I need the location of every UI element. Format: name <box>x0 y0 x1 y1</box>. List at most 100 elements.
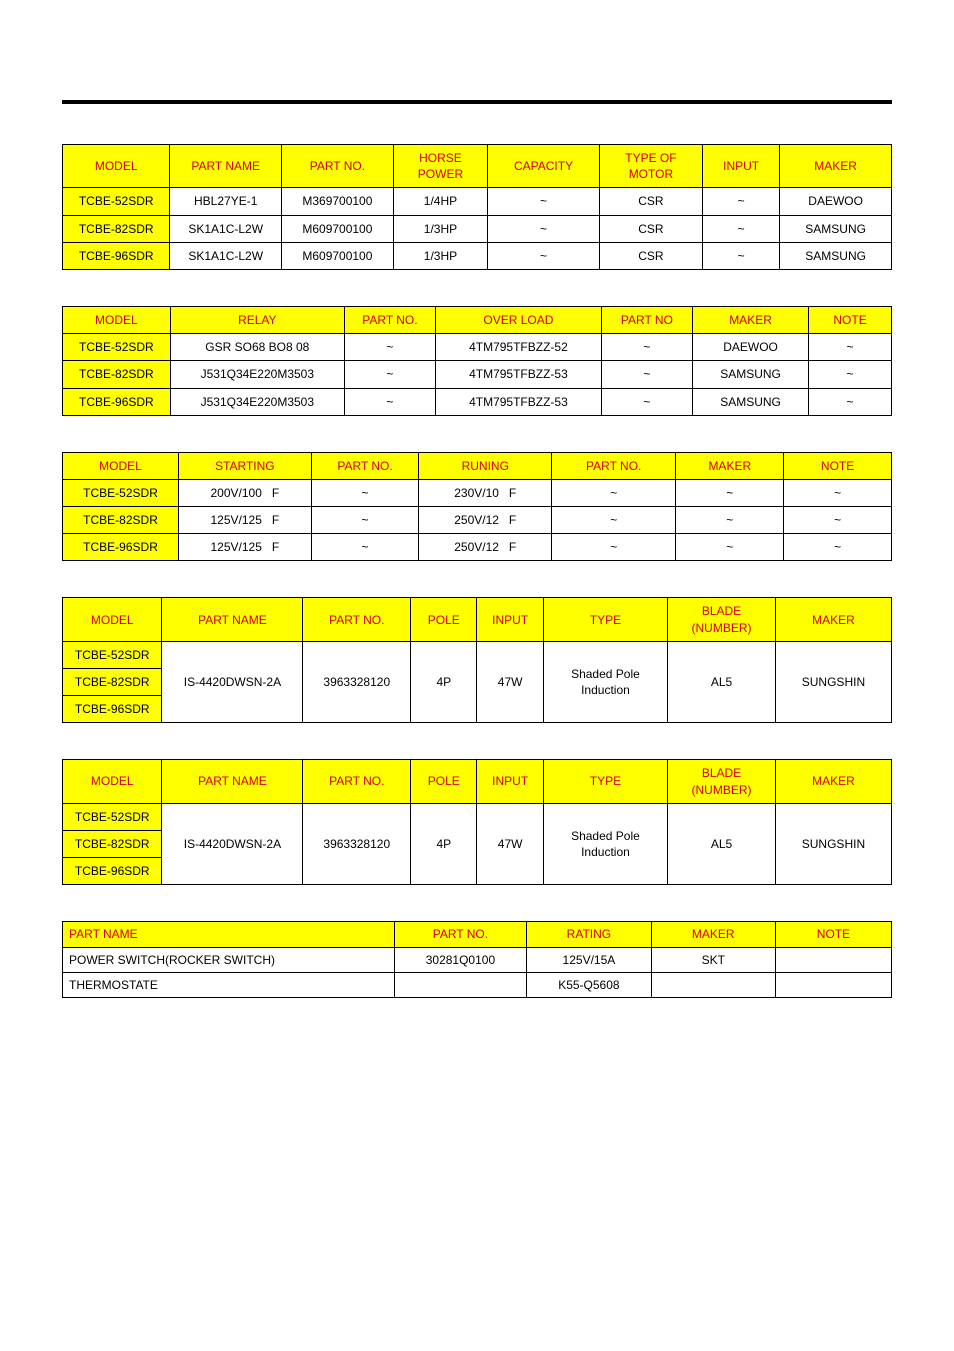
col-input: INPUT <box>477 760 543 803</box>
cell: ~ <box>702 215 779 242</box>
cell: SUNGSHIN <box>775 803 891 885</box>
table-1: MODEL PART NAME PART NO. HORSE POWER CAP… <box>62 144 892 270</box>
table-row: TCBE-52SDR IS-4420DWSN-2A 3963328120 4P … <box>63 641 892 668</box>
cell: 1/4HP <box>393 188 487 215</box>
col-capacity: CAPACITY <box>488 145 600 188</box>
col-pole: POLE <box>411 598 477 641</box>
cell-model: TCBE-82SDR <box>63 361 171 388</box>
cell: ~ <box>784 479 892 506</box>
col-part-no-2: PART NO <box>601 306 692 333</box>
table-row: TCBE-96SDR 125V/125 F ~ 250V/12 F ~ ~ ~ <box>63 534 892 561</box>
text: HORSE POWER <box>418 151 463 181</box>
text: TYPE OF MOTOR <box>625 151 676 181</box>
col-part-no-2: PART NO. <box>552 452 676 479</box>
cell: SAMSUNG <box>693 388 809 415</box>
col-runing: RUNING <box>419 452 552 479</box>
cell-model: TCBE-96SDR <box>63 534 179 561</box>
cell: HBL27YE-1 <box>170 188 282 215</box>
cell: M609700100 <box>282 242 394 269</box>
table-3: MODEL STARTING PART NO. RUNING PART NO. … <box>62 452 892 562</box>
text: Shaded Pole <box>571 667 640 681</box>
cell: 47W <box>477 641 543 723</box>
cell: 125V/125 F <box>179 534 312 561</box>
cell: SAMSUNG <box>780 215 892 242</box>
col-maker: MAKER <box>775 598 891 641</box>
cell: 4P <box>411 641 477 723</box>
text: BLADE (NUMBER) <box>692 604 752 634</box>
cell <box>651 972 775 997</box>
col-starting: STARTING <box>179 452 312 479</box>
cell: 200V/100 F <box>179 479 312 506</box>
col-type: TYPE <box>543 760 667 803</box>
cell: IS-4420DWSN-2A <box>162 641 303 723</box>
cell: SAMSUNG <box>693 361 809 388</box>
cell: ~ <box>552 507 676 534</box>
cell: ~ <box>784 534 892 561</box>
horizontal-rule <box>62 100 892 104</box>
cell: M609700100 <box>282 215 394 242</box>
cell-model: TCBE-96SDR <box>63 696 162 723</box>
cell: ~ <box>601 334 692 361</box>
cell: POWER SWITCH(ROCKER SWITCH) <box>63 947 395 972</box>
text: Induction <box>581 845 630 859</box>
col-part-name: PART NAME <box>162 760 303 803</box>
table-row: TCBE-52SDR 200V/100 F ~ 230V/10 F ~ ~ ~ <box>63 479 892 506</box>
col-type-of-motor: TYPE OF MOTOR <box>599 145 702 188</box>
col-blade: BLADE (NUMBER) <box>668 598 776 641</box>
cell: ~ <box>552 534 676 561</box>
col-pole: POLE <box>411 760 477 803</box>
cell: SAMSUNG <box>780 242 892 269</box>
col-model: MODEL <box>63 760 162 803</box>
cell: ~ <box>702 242 779 269</box>
table-row: TCBE-52SDR GSR SO68 BO8 08 ~ 4TM795TFBZZ… <box>63 334 892 361</box>
cell: 1/3HP <box>393 242 487 269</box>
table-row: TCBE-82SDR 125V/125 F ~ 250V/12 F ~ ~ ~ <box>63 507 892 534</box>
table-row: TCBE-52SDR IS-4420DWSN-2A 3963328120 4P … <box>63 803 892 830</box>
table-row: THERMOSTATE K55-Q5608 <box>63 972 892 997</box>
cell: K55-Q5608 <box>527 972 651 997</box>
col-maker: MAKER <box>780 145 892 188</box>
col-note: NOTE <box>784 452 892 479</box>
cell: ~ <box>676 534 784 561</box>
col-horse-power: HORSE POWER <box>393 145 487 188</box>
cell: 230V/10 F <box>419 479 552 506</box>
table-row: TCBE-52SDR HBL27YE-1 M369700100 1/4HP ~ … <box>63 188 892 215</box>
col-part-no: PART NO. <box>303 598 411 641</box>
cell: 250V/12 F <box>419 534 552 561</box>
cell: DAEWOO <box>693 334 809 361</box>
table-header-row: MODEL STARTING PART NO. RUNING PART NO. … <box>63 452 892 479</box>
cell: 125V/15A <box>527 947 651 972</box>
cell: ~ <box>601 388 692 415</box>
table-row: TCBE-96SDR J531Q34E220M3503 ~ 4TM795TFBZ… <box>63 388 892 415</box>
col-maker: MAKER <box>676 452 784 479</box>
cell: 4TM795TFBZZ-52 <box>436 334 602 361</box>
cell-model: TCBE-52SDR <box>63 188 170 215</box>
col-type: TYPE <box>543 598 667 641</box>
cell: ~ <box>311 507 419 534</box>
text: Shaded Pole <box>571 829 640 843</box>
table-header-row: MODEL PART NAME PART NO. POLE INPUT TYPE… <box>63 760 892 803</box>
cell: SK1A1C-L2W <box>170 242 282 269</box>
col-part-no: PART NO. <box>311 452 419 479</box>
col-part-name: PART NAME <box>162 598 303 641</box>
cell: 30281Q0100 <box>394 947 527 972</box>
cell-model: TCBE-82SDR <box>63 830 162 857</box>
cell: 3963328120 <box>303 641 411 723</box>
cell: THERMOSTATE <box>63 972 395 997</box>
cell: SUNGSHIN <box>775 641 891 723</box>
cell: SK1A1C-L2W <box>170 215 282 242</box>
cell: DAEWOO <box>780 188 892 215</box>
cell: Shaded Pole Induction <box>543 641 667 723</box>
col-blade: BLADE (NUMBER) <box>668 760 776 803</box>
cell-model: TCBE-96SDR <box>63 858 162 885</box>
cell: CSR <box>599 242 702 269</box>
col-maker: MAKER <box>775 760 891 803</box>
col-part-no: PART NO. <box>303 760 411 803</box>
table-header-row: MODEL RELAY PART NO. OVER LOAD PART NO M… <box>63 306 892 333</box>
cell: ~ <box>344 334 435 361</box>
cell: 4TM795TFBZZ-53 <box>436 388 602 415</box>
cell <box>775 947 891 972</box>
text: Induction <box>581 683 630 697</box>
col-part-no: PART NO. <box>344 306 435 333</box>
cell: ~ <box>344 388 435 415</box>
